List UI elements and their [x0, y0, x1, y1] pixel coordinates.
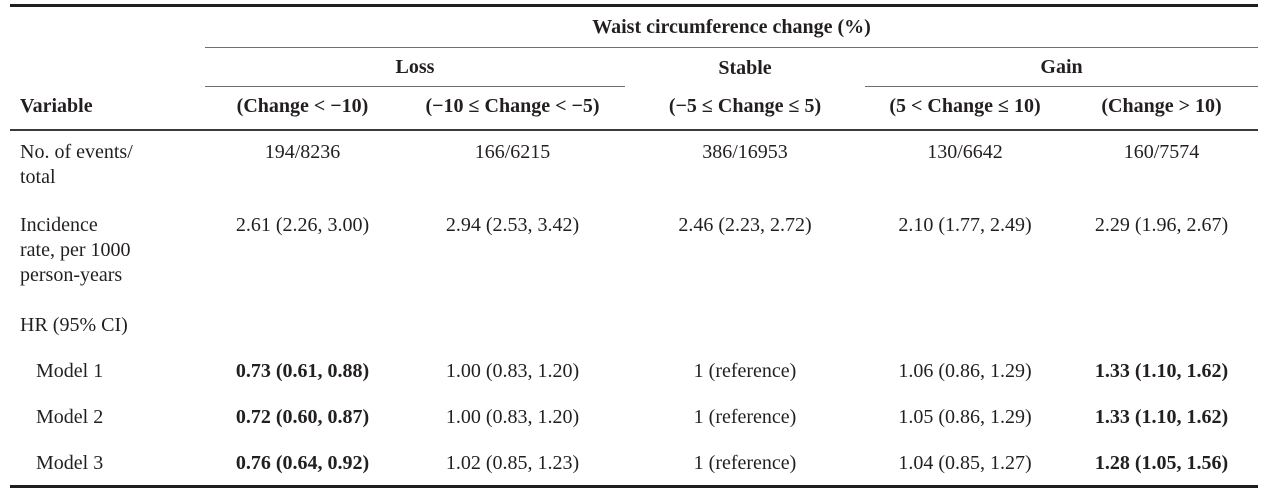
column-header-variable: Variable [10, 86, 205, 131]
value-cell: 386/16953 [702, 141, 788, 163]
column-header-5-to-10: (5 < Change ≤ 10) [865, 86, 1065, 131]
column-header-row: Variable (Change < −10) (−10 ≤ Change < … [10, 86, 1259, 131]
row-label: Incidence rate, per 1000 person-years [20, 214, 131, 286]
value-cell: 194/8236 [264, 141, 341, 163]
value-cell: 1.05 (0.86, 1.29) [898, 406, 1032, 428]
value-cell: 1.04 (0.85, 1.27) [898, 452, 1032, 474]
group-header-spacer [10, 48, 205, 87]
row-label: HR (95% CI) [20, 314, 128, 336]
value-cell: 1.00 (0.83, 1.20) [445, 360, 580, 382]
group-header-loss: Loss [205, 47, 625, 87]
table-row-model-1: Model 1 0.73 (0.61, 0.88) 1.00 (0.83, 1.… [10, 352, 1258, 398]
value-cell: 1.06 (0.86, 1.29) [898, 360, 1032, 382]
table-row-hr-section: HR (95% CI) [10, 306, 1258, 352]
table-header: Waist circumference change (%) Loss Stab… [10, 5, 1259, 131]
value-cell: 1.02 (0.85, 1.23) [445, 452, 580, 474]
table-row-model-3: Model 3 0.76 (0.64, 0.92) 1.02 (0.85, 1.… [10, 444, 1258, 487]
column-header-neg5-to-5: (−5 ≤ Change ≤ 5) [625, 86, 865, 131]
table-body: No. of events/ total 194/8236 166/6215 3… [10, 130, 1258, 487]
value-cell: 1.33 (1.10, 1.62) [1094, 406, 1229, 428]
value-cell: 2.29 (1.96, 2.67) [1094, 214, 1229, 236]
value-cell: 1 (reference) [693, 452, 797, 474]
value-cell [400, 306, 625, 352]
value-cell: 2.61 (2.26, 3.00) [235, 214, 370, 236]
value-cell: 166/6215 [474, 141, 551, 163]
group-header-gain: Gain [865, 47, 1259, 87]
column-header-neg10-to-neg5: (−10 ≤ Change < −5) [400, 86, 625, 131]
value-cell: 1.00 (0.83, 1.20) [445, 406, 580, 428]
column-header-change-lt-neg10: (Change < −10) [205, 86, 400, 131]
value-cell: 2.94 (2.53, 3.42) [445, 214, 580, 236]
value-cell: 2.10 (1.77, 2.49) [898, 214, 1032, 236]
value-cell: 160/7574 [1123, 141, 1200, 163]
value-cell [205, 306, 400, 352]
group-header-row: Loss Stable Gain [10, 47, 1259, 87]
value-cell: 0.73 (0.61, 0.88) [235, 360, 370, 382]
value-cell: 0.72 (0.60, 0.87) [235, 406, 370, 428]
table-row-model-2: Model 2 0.72 (0.60, 0.87) 1.00 (0.83, 1.… [10, 398, 1258, 444]
spanner-title: Waist circumference change (%) [205, 5, 1259, 48]
statistics-table-container: Waist circumference change (%) Loss Stab… [10, 4, 1259, 488]
row-label: Model 1 [36, 360, 104, 382]
table-row-events-total: No. of events/ total 194/8236 166/6215 3… [10, 130, 1258, 206]
spanner-title-spacer [10, 6, 205, 48]
value-cell [625, 306, 865, 352]
value-cell [865, 306, 1065, 352]
value-cell: 1.33 (1.10, 1.62) [1094, 360, 1229, 382]
value-cell: 1 (reference) [693, 360, 797, 382]
waist-circumference-hr-table: Waist circumference change (%) Loss Stab… [10, 4, 1259, 488]
value-cell: 2.46 (2.23, 2.72) [678, 214, 812, 236]
value-cell [1065, 306, 1258, 352]
value-cell: 0.76 (0.64, 0.92) [235, 452, 370, 474]
spanner-title-row: Waist circumference change (%) [10, 5, 1259, 48]
row-label: No. of events/ total [20, 141, 133, 188]
group-header-stable: Stable [718, 56, 772, 79]
value-cell: 130/6642 [927, 141, 1003, 163]
row-label: Model 3 [36, 452, 104, 474]
column-header-gt-10: (Change > 10) [1065, 86, 1259, 131]
value-cell: 1.28 (1.05, 1.56) [1094, 452, 1229, 474]
row-label: Model 2 [36, 406, 104, 428]
value-cell: 1 (reference) [693, 406, 797, 428]
table-row-incidence-rate: Incidence rate, per 1000 person-years 2.… [10, 206, 1258, 306]
